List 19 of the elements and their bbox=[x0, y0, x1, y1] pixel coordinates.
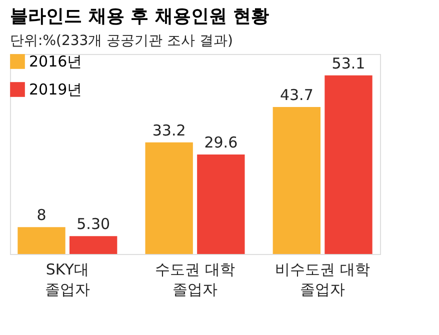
chart-subtitle: 단위:%(233개 공공기관 조사 결과) bbox=[10, 33, 234, 49]
bar bbox=[18, 227, 66, 254]
chart-title: 블라인드 채용 후 채용인원 현황 bbox=[10, 6, 270, 27]
x-tick-label: SKY대 졸업자 bbox=[44, 260, 90, 298]
data-label: 43.7 bbox=[280, 86, 314, 104]
legend-label: 2019년 bbox=[29, 80, 82, 98]
x-tick-label: 수도권 대학 졸업자 bbox=[155, 260, 235, 298]
bar bbox=[145, 142, 193, 254]
bar bbox=[69, 236, 118, 254]
data-label: 29.6 bbox=[204, 133, 238, 152]
bar bbox=[272, 107, 321, 254]
data-label: 33.2 bbox=[152, 121, 186, 140]
data-label: 8 bbox=[36, 206, 46, 224]
x-tick-label: 비수도권 대학 졸업자 bbox=[275, 260, 370, 298]
data-label: 53.1 bbox=[332, 54, 366, 72]
legend-label: 2016년 bbox=[29, 52, 82, 70]
bar bbox=[324, 75, 372, 254]
data-label: 5.30 bbox=[76, 215, 110, 234]
bar bbox=[197, 154, 245, 254]
